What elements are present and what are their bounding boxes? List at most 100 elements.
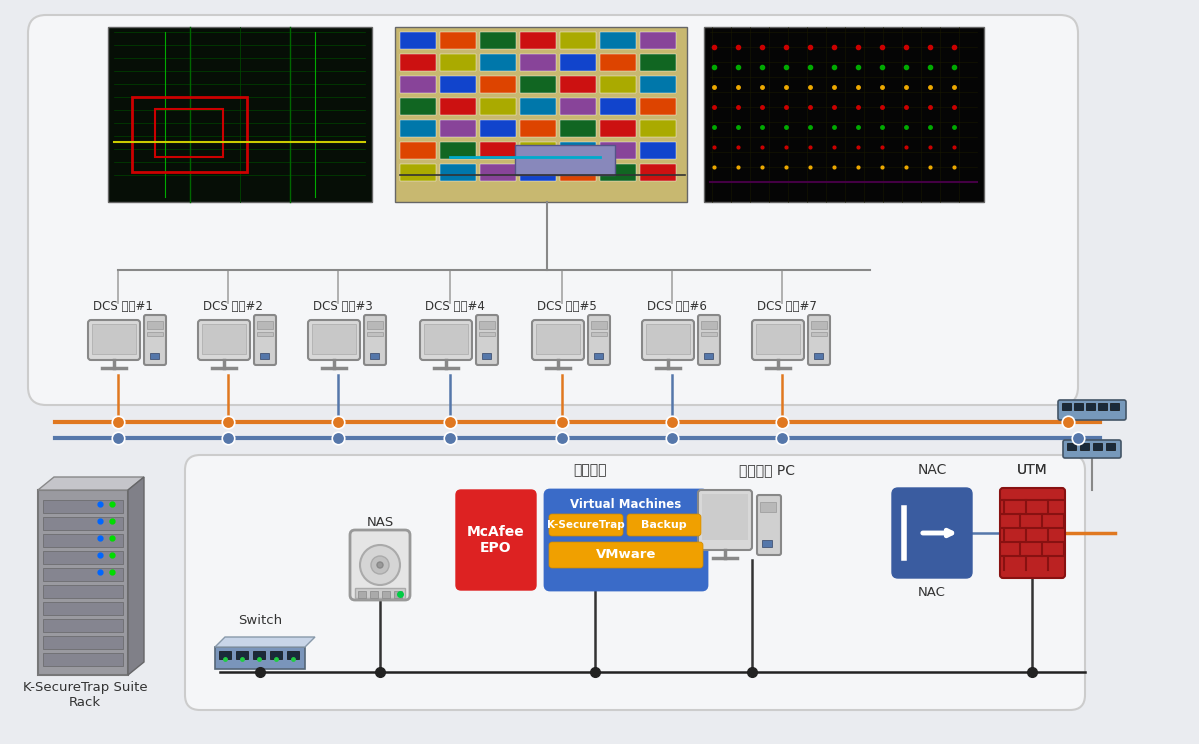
Bar <box>43 602 123 615</box>
Bar <box>640 164 676 181</box>
FancyBboxPatch shape <box>254 315 276 365</box>
Bar <box>424 324 468 354</box>
Bar <box>560 54 596 71</box>
Bar <box>440 98 476 115</box>
Bar <box>1086 403 1095 410</box>
Bar <box>591 332 607 336</box>
Bar <box>43 636 123 649</box>
Bar <box>382 591 390 598</box>
Text: K-SecureTrap: K-SecureTrap <box>547 520 625 530</box>
Bar <box>757 324 800 354</box>
Bar <box>478 321 495 329</box>
Bar <box>480 98 516 115</box>
Bar <box>132 97 247 172</box>
Bar <box>400 76 436 93</box>
Bar <box>1067 443 1076 450</box>
Bar <box>811 321 827 329</box>
Bar <box>43 619 123 632</box>
FancyBboxPatch shape <box>757 495 781 555</box>
Bar <box>760 502 776 512</box>
Bar <box>478 332 495 336</box>
Bar <box>1098 403 1107 410</box>
Polygon shape <box>215 637 315 647</box>
Text: NAS: NAS <box>367 516 393 528</box>
Bar <box>704 27 984 202</box>
Bar <box>1080 443 1089 450</box>
FancyBboxPatch shape <box>456 490 536 590</box>
Bar <box>814 353 823 359</box>
Bar <box>355 588 405 598</box>
Bar <box>600 120 635 137</box>
Bar <box>440 54 476 71</box>
Bar <box>440 32 476 49</box>
Text: 통합서버: 통합서버 <box>573 463 607 477</box>
Polygon shape <box>128 477 144 675</box>
Bar <box>763 540 772 547</box>
FancyBboxPatch shape <box>627 514 701 536</box>
Bar <box>287 651 299 659</box>
Text: DCS 설비#2: DCS 설비#2 <box>203 301 263 313</box>
Bar <box>257 332 273 336</box>
Bar <box>701 332 717 336</box>
Bar <box>219 651 231 659</box>
Bar <box>367 332 382 336</box>
Bar <box>600 98 635 115</box>
Bar <box>400 98 436 115</box>
Circle shape <box>376 562 382 568</box>
Bar <box>811 332 827 336</box>
Bar <box>480 54 516 71</box>
Bar <box>701 494 748 540</box>
Bar <box>147 321 163 329</box>
FancyBboxPatch shape <box>549 542 703 568</box>
Bar <box>646 324 689 354</box>
Bar <box>482 353 492 359</box>
Bar <box>640 142 676 159</box>
FancyBboxPatch shape <box>532 320 584 360</box>
Bar <box>400 120 436 137</box>
FancyBboxPatch shape <box>420 320 472 360</box>
FancyBboxPatch shape <box>364 315 386 365</box>
Bar <box>704 353 713 359</box>
Bar <box>560 32 596 49</box>
FancyBboxPatch shape <box>308 320 360 360</box>
Bar <box>520 32 556 49</box>
Bar <box>440 120 476 137</box>
Bar <box>640 76 676 93</box>
FancyBboxPatch shape <box>88 320 140 360</box>
Bar <box>1074 403 1083 410</box>
Bar <box>312 324 356 354</box>
Bar <box>236 651 248 659</box>
Text: Virtual Machines: Virtual Machines <box>571 498 681 510</box>
FancyBboxPatch shape <box>144 315 165 365</box>
Bar <box>1105 443 1115 450</box>
Bar <box>43 585 123 598</box>
Bar <box>215 647 305 669</box>
Bar <box>520 54 556 71</box>
Bar <box>257 321 273 329</box>
Bar <box>480 142 516 159</box>
Bar <box>520 120 556 137</box>
Bar <box>480 164 516 181</box>
Bar <box>1062 403 1071 410</box>
Bar <box>43 534 123 547</box>
Bar <box>520 164 556 181</box>
Bar <box>155 109 223 157</box>
Bar <box>440 142 476 159</box>
Bar <box>359 591 366 598</box>
Text: DCS 설비#4: DCS 설비#4 <box>426 301 484 313</box>
Bar <box>400 54 436 71</box>
Text: Switch: Switch <box>237 614 282 626</box>
Polygon shape <box>38 477 144 490</box>
Bar <box>560 164 596 181</box>
Bar <box>270 651 282 659</box>
Bar <box>600 76 635 93</box>
Text: VMware: VMware <box>596 548 656 562</box>
Text: K-SecureTrap Suite
Rack: K-SecureTrap Suite Rack <box>23 681 147 709</box>
Bar <box>594 353 603 359</box>
Bar <box>400 32 436 49</box>
Text: DCS 설비#6: DCS 설비#6 <box>647 301 707 313</box>
FancyBboxPatch shape <box>641 320 694 360</box>
Bar <box>108 27 372 202</box>
Circle shape <box>370 556 388 574</box>
Text: NAC: NAC <box>917 463 947 477</box>
